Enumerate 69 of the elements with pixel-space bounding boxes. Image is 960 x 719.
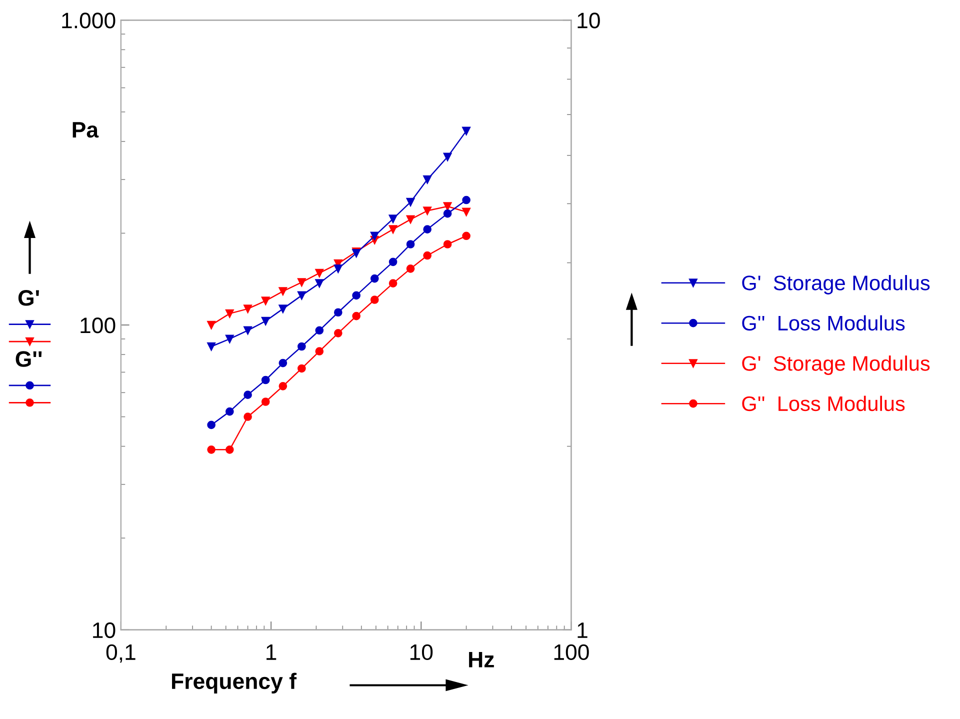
point bbox=[370, 296, 379, 304]
point bbox=[261, 296, 270, 306]
point bbox=[462, 232, 470, 240]
text: G'' bbox=[16, 351, 42, 367]
x-tick-label: 10 bbox=[410, 644, 433, 660]
text: G' bbox=[18, 290, 39, 306]
point bbox=[334, 308, 342, 317]
point bbox=[278, 304, 288, 313]
point bbox=[261, 376, 270, 384]
point bbox=[462, 208, 470, 216]
point bbox=[370, 232, 379, 240]
point bbox=[462, 126, 470, 136]
point bbox=[207, 320, 216, 330]
point bbox=[388, 225, 398, 234]
point bbox=[315, 279, 324, 288]
legend-label: G'' Loss Modulus bbox=[742, 315, 905, 331]
x-tick-label: 100 bbox=[554, 644, 589, 660]
point bbox=[388, 214, 398, 223]
point bbox=[406, 240, 415, 248]
point bbox=[334, 329, 342, 338]
point bbox=[225, 407, 234, 416]
point bbox=[298, 278, 306, 287]
point bbox=[334, 264, 342, 273]
point bbox=[388, 258, 398, 266]
point bbox=[352, 291, 360, 300]
point bbox=[298, 364, 306, 373]
point bbox=[388, 279, 398, 288]
point bbox=[298, 291, 306, 300]
legend-label: G'' Loss Modulus bbox=[742, 396, 905, 412]
point bbox=[352, 312, 360, 320]
point bbox=[207, 445, 216, 454]
x-tick-label: 0,1 bbox=[106, 644, 136, 663]
point bbox=[406, 264, 415, 273]
point bbox=[225, 309, 234, 318]
y-axis-title: Pa bbox=[72, 122, 99, 138]
x-tick-label: 1 bbox=[266, 644, 276, 660]
point bbox=[298, 342, 306, 351]
text: Hz bbox=[469, 652, 494, 668]
point bbox=[462, 196, 470, 204]
y2-tick-label: 1 bbox=[578, 622, 588, 638]
point bbox=[207, 342, 216, 351]
point bbox=[244, 304, 252, 313]
point bbox=[207, 420, 216, 430]
legend-label: G' Storage Modulus bbox=[742, 356, 930, 375]
point bbox=[278, 382, 288, 390]
point bbox=[225, 445, 234, 454]
point bbox=[278, 358, 288, 368]
point bbox=[244, 412, 252, 421]
point bbox=[443, 240, 452, 248]
point bbox=[225, 334, 234, 344]
point bbox=[261, 316, 270, 326]
point bbox=[244, 390, 252, 400]
point bbox=[315, 347, 324, 356]
x-axis-title: Frequency f bbox=[172, 672, 297, 694]
point bbox=[315, 326, 324, 335]
point bbox=[244, 326, 252, 335]
point bbox=[443, 209, 452, 218]
point bbox=[406, 198, 415, 206]
point bbox=[406, 215, 415, 224]
y-tick-label: 1.000 bbox=[62, 12, 116, 28]
y-tick-label: 100 bbox=[80, 318, 116, 334]
legend-label: G' Storage Modulus bbox=[742, 275, 930, 294]
point bbox=[278, 287, 288, 296]
y2-tick-label: 10 bbox=[578, 12, 600, 28]
point bbox=[315, 268, 324, 278]
point bbox=[443, 152, 452, 162]
y-tick-label: 10 bbox=[93, 622, 116, 638]
point bbox=[261, 398, 270, 406]
point bbox=[370, 274, 379, 283]
